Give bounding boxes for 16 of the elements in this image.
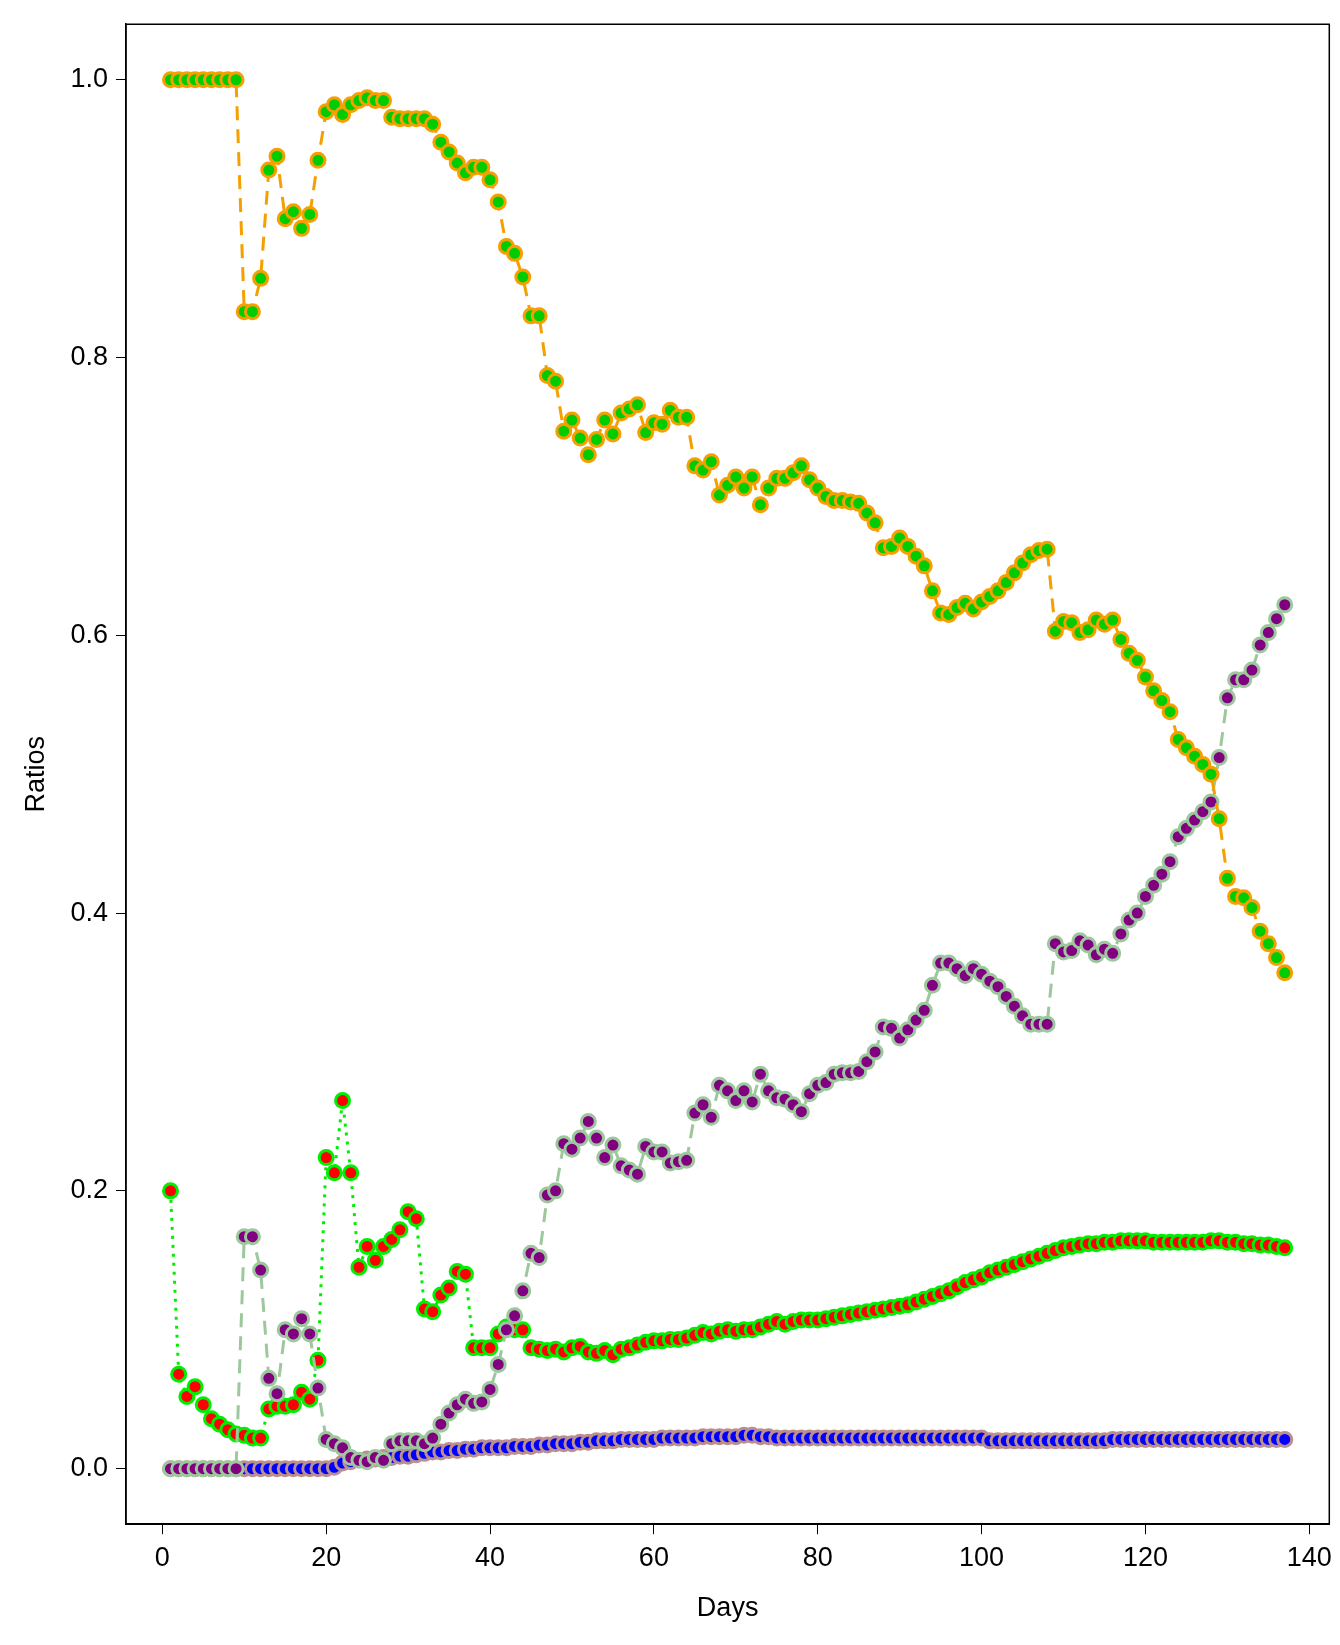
y-tick-label: 1.0 <box>70 63 108 94</box>
y-tick-label: 0.0 <box>70 1452 108 1483</box>
x-tick-label: 120 <box>1122 1541 1168 1572</box>
x-tick-label: 40 <box>475 1541 506 1572</box>
x-tick-label: 80 <box>802 1541 833 1572</box>
y-tick-label: 0.6 <box>70 618 108 649</box>
y-tick-label: 0.8 <box>70 340 108 371</box>
x-tick-label: 20 <box>311 1541 342 1572</box>
x-tick-label: 100 <box>959 1541 1005 1572</box>
y-tick-label: 0.2 <box>70 1174 108 1205</box>
x-tick-label: 60 <box>638 1541 669 1572</box>
x-axis-title: Days <box>696 1592 759 1623</box>
x-tick-label: 140 <box>1286 1541 1332 1572</box>
y-axis-title: Ratios <box>19 735 50 813</box>
x-tick-label: 0 <box>154 1541 170 1572</box>
y-tick-label: 0.4 <box>70 896 108 927</box>
